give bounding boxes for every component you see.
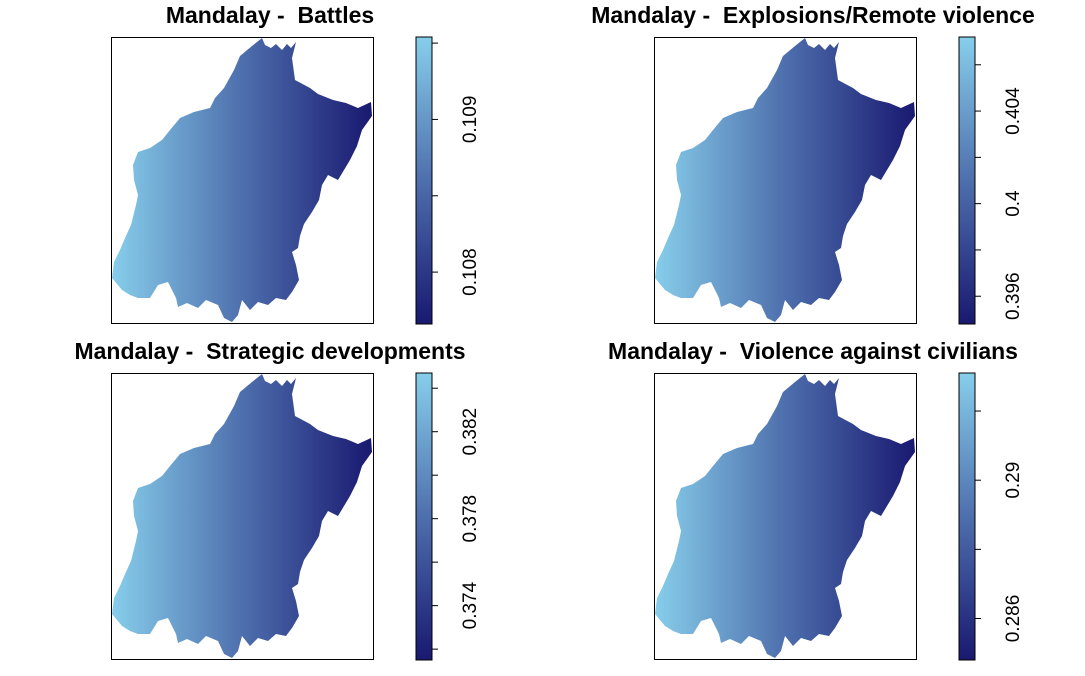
mandalay-region [112, 374, 372, 658]
legend-tick-label: 0.382 [460, 408, 481, 456]
plot-frame [111, 373, 374, 660]
mandalay-region [112, 38, 372, 322]
map-title: Mandalay - Explosions/Remote violence [591, 2, 1035, 28]
legend-colorbar [958, 36, 976, 325]
map-title: Mandalay - Battles [165, 2, 375, 28]
legend-tick-label: 0.29 [1003, 462, 1024, 499]
map-panel-strategic-developments: Mandalay - Strategic developments 0.374 0… [0, 336, 540, 671]
legend-tick-label: 0.404 [1003, 87, 1024, 135]
legend-colorbar [958, 372, 976, 661]
legend-tick-label: 0.4 [1003, 190, 1024, 217]
map-panel-violence-against-civilians: Mandalay - Violence against civilians 0.… [543, 336, 1083, 671]
legend-tick-label: 0.109 [460, 96, 481, 144]
map-plot: 0.286 0.29 [654, 372, 1024, 661]
legend-colorbar [415, 372, 433, 661]
legend-tick-label: 0.378 [460, 495, 481, 543]
map-plot: 0.374 0.378 0.382 [111, 372, 481, 661]
legend-tick-label: 0.374 [460, 581, 481, 629]
map-panel-explosions-remote-violence: Mandalay - Explosions/Remote violence 0.… [543, 0, 1083, 335]
plot-frame [654, 37, 917, 324]
mandalay-region [655, 374, 915, 658]
legend-tick-label: 0.286 [1003, 595, 1024, 643]
legend-colorbar [415, 36, 433, 325]
legend-tick-label: 0.396 [1003, 272, 1024, 320]
map-panel-battles: Mandalay - Battles 0.108 0.109 [0, 0, 540, 335]
plot-frame [654, 373, 917, 660]
map-plot: 0.396 0.4 0.404 [654, 36, 1024, 325]
map-plot: 0.108 0.109 [111, 36, 481, 325]
map-title: Mandalay - Violence against civilians [608, 338, 1018, 364]
mandalay-region [655, 38, 915, 322]
map-title: Mandalay - Strategic developments [74, 338, 466, 364]
plot-frame [111, 37, 374, 324]
legend-tick-label: 0.108 [460, 248, 481, 296]
